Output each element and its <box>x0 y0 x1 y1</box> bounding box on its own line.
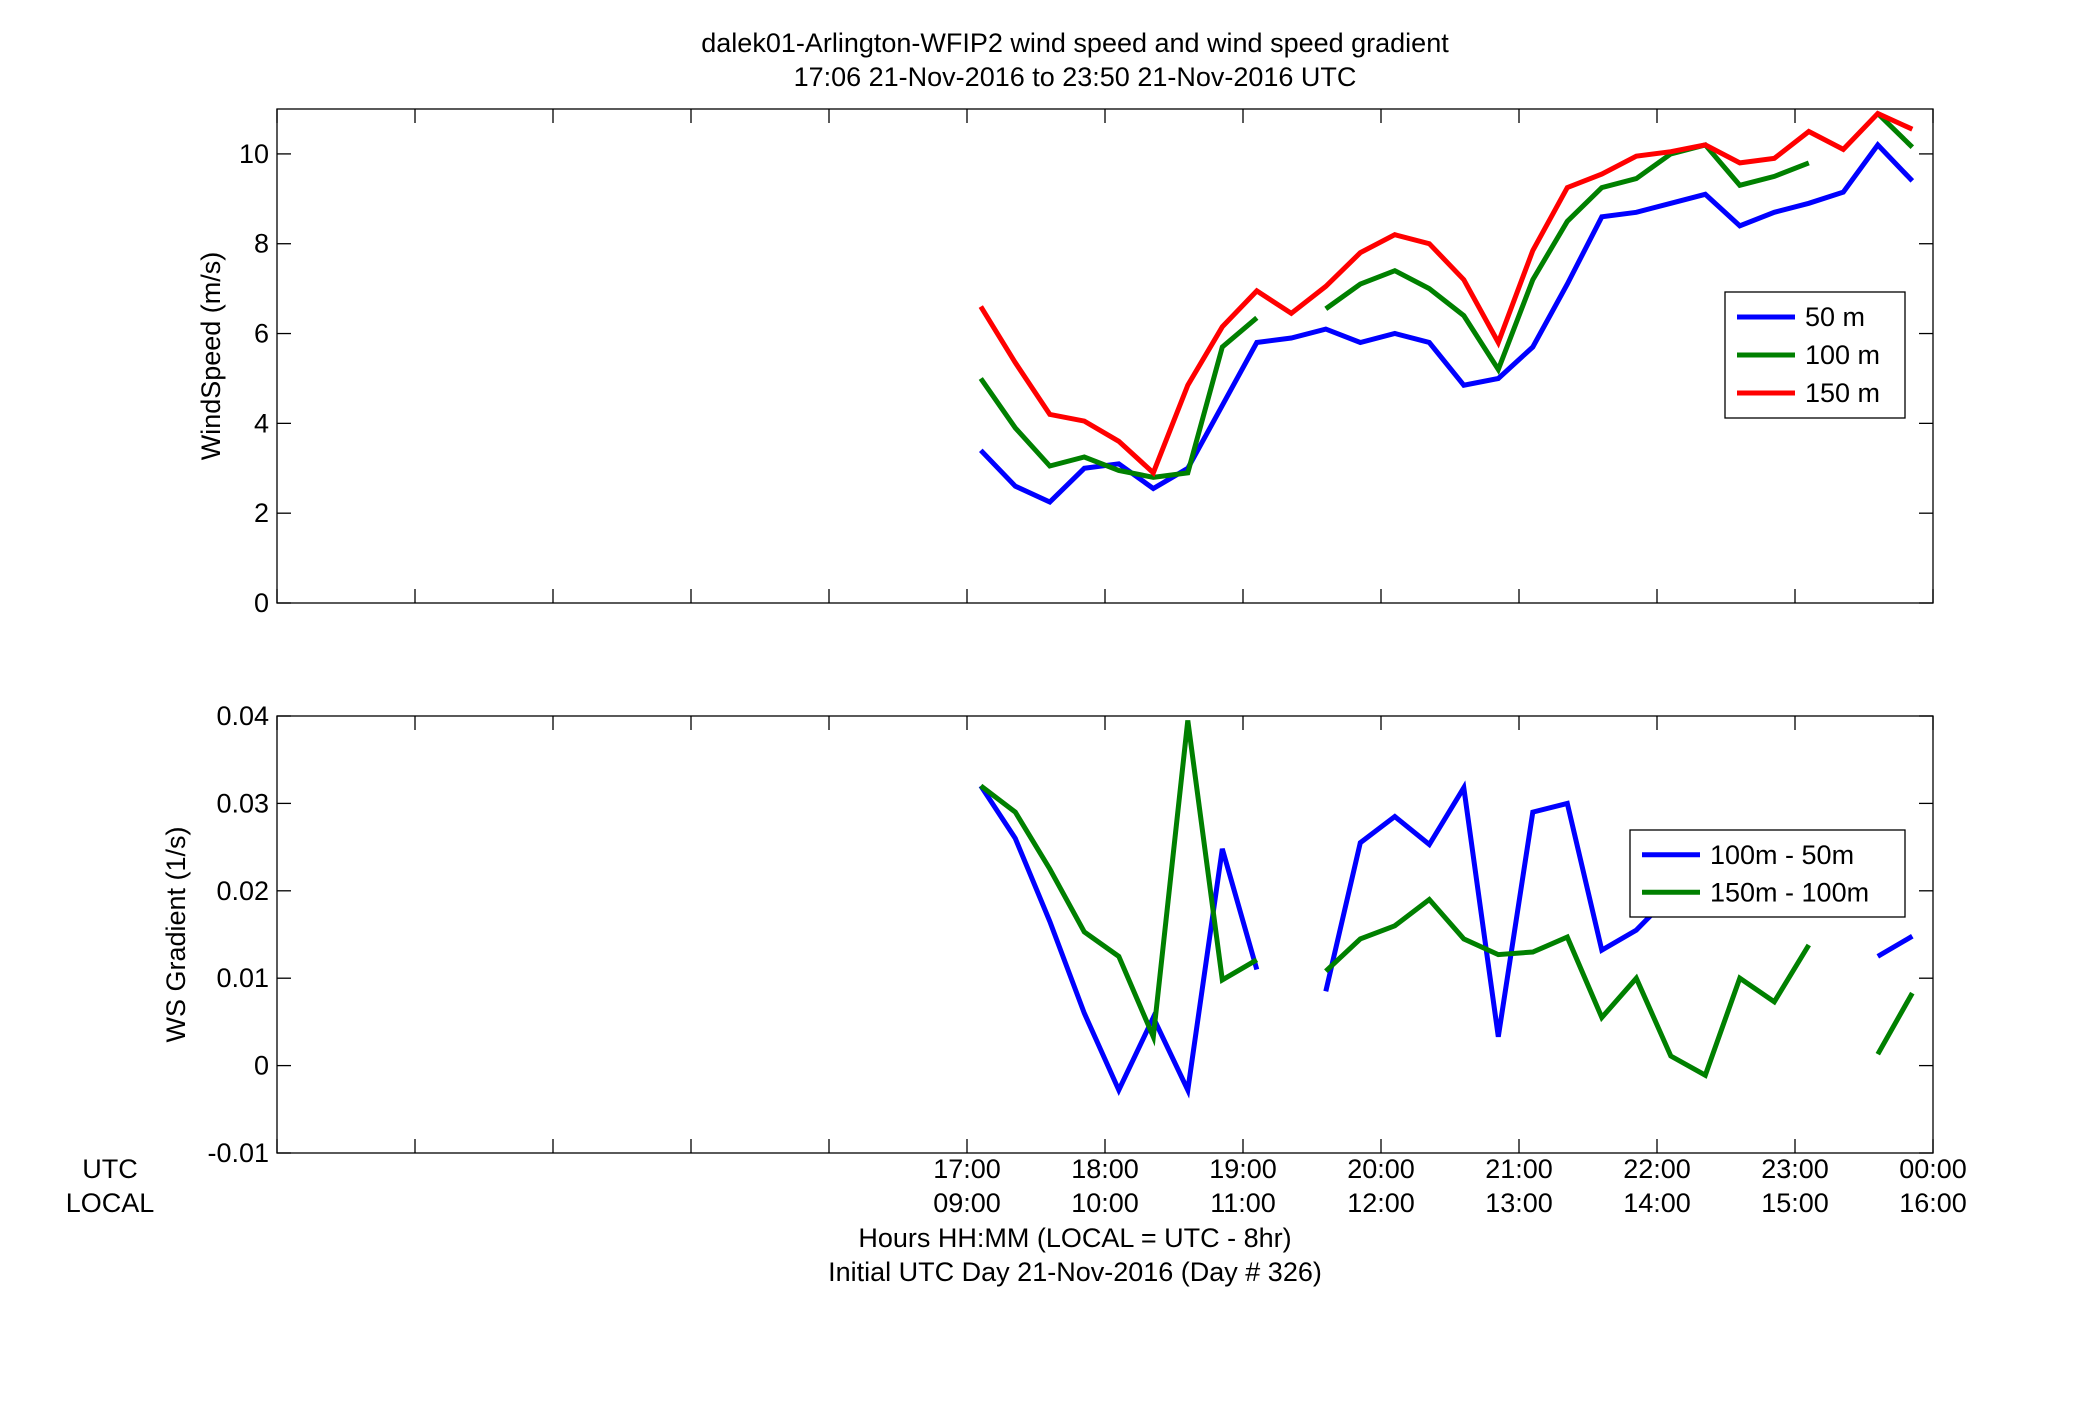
gradient-y-tick-label: -0.01 <box>207 1138 269 1168</box>
x-tick-label-utc: 00:00 <box>1899 1154 1967 1184</box>
windspeed-y-tick-label: 10 <box>239 139 269 169</box>
chart-title-line2: 17:06 21-Nov-2016 to 23:50 21-Nov-2016 U… <box>794 62 1357 92</box>
x-tick-label-local: 14:00 <box>1623 1188 1691 1218</box>
x-axis-label-line1: Hours HH:MM (LOCAL = UTC - 8hr) <box>858 1223 1291 1253</box>
x-axis-tick-labels: 17:00 09:00 18:00 10:00 19:00 11:00 20:00 12:00… <box>933 1154 1967 1218</box>
gradient-y-tick-label: 0 <box>254 1051 269 1081</box>
gradient-panel: -0.01 0 0.01 0.02 0.03 0.04 WS Gradient (1/s) 1… <box>161 701 1934 1168</box>
windspeed-legend-label: 150 m <box>1805 378 1880 408</box>
windspeed-series-line-2 <box>978 111 1915 480</box>
gradient-y-tick-label: 0.02 <box>216 876 269 906</box>
windspeed-y-tick-label: 4 <box>254 408 269 438</box>
x-tick-label-utc: 20:00 <box>1347 1154 1415 1184</box>
x-axis-label-line2: Initial UTC Day 21-Nov-2016 (Day # 326) <box>828 1257 1322 1287</box>
x-tick-label-local: 15:00 <box>1761 1188 1829 1218</box>
chart-title-line1: dalek01-Arlington-WFIP2 wind speed and w… <box>701 28 1449 58</box>
x-tick-label-local: 11:00 <box>1210 1188 1276 1218</box>
gradient-legend-box <box>1629 829 1906 918</box>
x-tick-label-utc: 23:00 <box>1761 1154 1829 1184</box>
x-tick-label-local: 12:00 <box>1347 1188 1415 1218</box>
windspeed-legend-label: 100 m <box>1805 340 1880 370</box>
x-tick-label-local: 09:00 <box>933 1188 1001 1218</box>
windspeed-y-tick-label: 8 <box>254 229 269 259</box>
gradient-legend-label: 100m - 50m <box>1710 840 1854 870</box>
gradient-y-axis-label: WS Gradient (1/s) <box>161 826 191 1042</box>
gradient-y-tick-label: 0.04 <box>216 701 269 731</box>
x-tick-label-local: 10:00 <box>1071 1188 1139 1218</box>
windspeed-y-tick-label: 2 <box>254 498 269 528</box>
windspeed-panel: 0 2 4 6 8 10 WindSpeed (m/s) 50 m 100 m 150 m <box>196 108 1934 618</box>
x-tick-label-utc: 18:00 <box>1071 1154 1139 1184</box>
x-tick-label-utc: 21:00 <box>1485 1154 1553 1184</box>
windspeed-y-axis-label: WindSpeed (m/s) <box>196 252 226 461</box>
x-tick-label-utc: 19:00 <box>1209 1154 1277 1184</box>
gradient-series-line-2 <box>979 720 1915 1079</box>
windspeed-series-line-3 <box>978 110 1914 478</box>
windspeed-y-tick-label: 0 <box>254 588 269 618</box>
x-tick-label-local: 16:00 <box>1899 1188 1967 1218</box>
gradient-y-tick-label: 0.03 <box>216 788 269 818</box>
x-tick-label-utc: 17:00 <box>933 1154 1001 1184</box>
gradient-legend-label: 150m - 100m <box>1710 877 1869 907</box>
gradient-series-line-1 <box>978 780 1914 1099</box>
gradient-y-tick-label: 0.01 <box>216 963 269 993</box>
x-tick-label-utc: 22:00 <box>1623 1154 1691 1184</box>
x-tick-label-local: 13:00 <box>1485 1188 1553 1218</box>
windspeed-y-tick-label: 6 <box>254 319 269 349</box>
local-row-label: LOCAL <box>66 1188 155 1218</box>
windspeed-legend-label: 50 m <box>1805 302 1865 332</box>
utc-row-label: UTC <box>82 1154 138 1184</box>
